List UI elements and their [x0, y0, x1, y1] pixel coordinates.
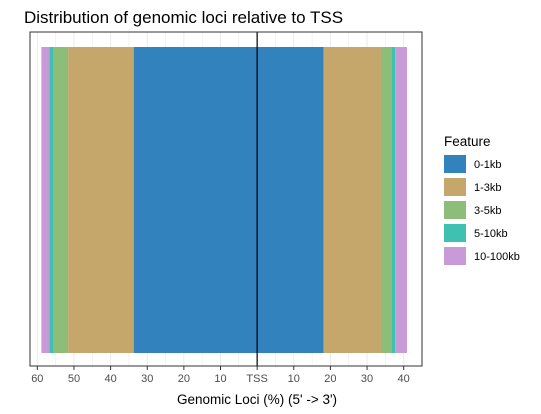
legend-title: Feature — [444, 134, 491, 149]
x-tick-label: 40 — [104, 373, 116, 385]
x-tick-label: TSS — [246, 373, 267, 385]
x-tick-label: 40 — [398, 373, 410, 385]
x-tick-label: 30 — [141, 373, 153, 385]
bar-downstream-5-10kb — [391, 47, 396, 353]
legend-swatch-0-1kb — [444, 155, 466, 173]
bar-downstream-3-5kb — [380, 47, 392, 353]
bar-downstream-10-100kb — [395, 47, 407, 353]
bar-upstream-1-3kb — [68, 47, 134, 353]
x-tick-label: 60 — [31, 373, 43, 385]
legend-swatch-5-10kb — [444, 224, 466, 242]
bar-downstream-1-3kb — [323, 47, 381, 353]
legend-swatch-1-3kb — [444, 178, 466, 196]
x-axis: 60 50 40 30 20 10 TSS 10 20 30 40 — [31, 366, 410, 385]
legend-label-0-1kb: 0-1kb — [474, 159, 502, 171]
legend: Feature 0-1kb 1-3kb 3-5kb 5-10kb 10-100kb — [444, 134, 520, 265]
legend-label-10-100kb: 10-100kb — [474, 251, 520, 263]
x-axis-title: Genomic Loci (%) (5' -> 3') — [177, 392, 337, 407]
legend-label-5-10kb: 5-10kb — [474, 228, 508, 240]
legend-swatch-3-5kb — [444, 201, 466, 219]
legend-label-3-5kb: 3-5kb — [474, 205, 502, 217]
panel-border — [29, 31, 423, 367]
x-tick-label: 10 — [214, 373, 226, 385]
chart-title: Distribution of genomic loci relative to… — [24, 8, 343, 27]
x-tick-label: 30 — [361, 373, 373, 385]
bar-upstream-3-5kb — [53, 47, 69, 353]
x-tick-label: 20 — [324, 373, 336, 385]
x-tick-label: 50 — [68, 373, 80, 385]
legend-items: 0-1kb 1-3kb 3-5kb 5-10kb 10-100kb — [444, 155, 520, 265]
bar-upstream-5-10kb — [49, 47, 54, 353]
x-tick-label: 20 — [178, 373, 190, 385]
x-tick-label: 10 — [288, 373, 300, 385]
bar-downstream-0-1kb — [257, 47, 324, 353]
legend-label-1-3kb: 1-3kb — [474, 182, 502, 194]
bar-upstream-10-100kb — [41, 47, 50, 353]
legend-swatch-10-100kb — [444, 247, 466, 265]
bars — [41, 47, 407, 353]
plot-panel — [29, 31, 423, 367]
bar-upstream-0-1kb — [133, 47, 258, 353]
